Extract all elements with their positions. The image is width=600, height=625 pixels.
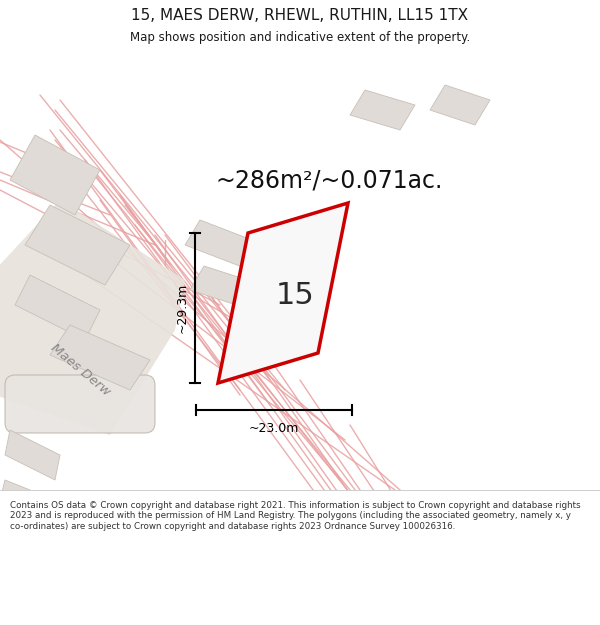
Text: ~23.0m: ~23.0m <box>249 421 299 434</box>
Text: 15, MAES DERW, RHEWL, RUTHIN, LL15 1TX: 15, MAES DERW, RHEWL, RUTHIN, LL15 1TX <box>131 8 469 22</box>
Text: Maes Derw: Maes Derw <box>47 341 112 399</box>
Polygon shape <box>10 135 100 215</box>
Text: Contains OS data © Crown copyright and database right 2021. This information is : Contains OS data © Crown copyright and d… <box>10 501 581 531</box>
Polygon shape <box>218 203 348 383</box>
Polygon shape <box>50 325 150 390</box>
Text: ~286m²/~0.071ac.: ~286m²/~0.071ac. <box>215 168 442 192</box>
Text: 15: 15 <box>275 281 314 309</box>
Polygon shape <box>185 220 265 270</box>
Polygon shape <box>0 200 185 435</box>
Polygon shape <box>15 275 100 340</box>
Polygon shape <box>430 85 490 125</box>
FancyBboxPatch shape <box>5 375 155 433</box>
Text: Map shows position and indicative extent of the property.: Map shows position and indicative extent… <box>130 31 470 44</box>
Polygon shape <box>0 480 55 520</box>
Polygon shape <box>190 266 272 312</box>
Polygon shape <box>5 430 60 480</box>
Polygon shape <box>350 90 415 130</box>
Polygon shape <box>25 205 130 285</box>
Text: ~29.3m: ~29.3m <box>176 283 188 333</box>
